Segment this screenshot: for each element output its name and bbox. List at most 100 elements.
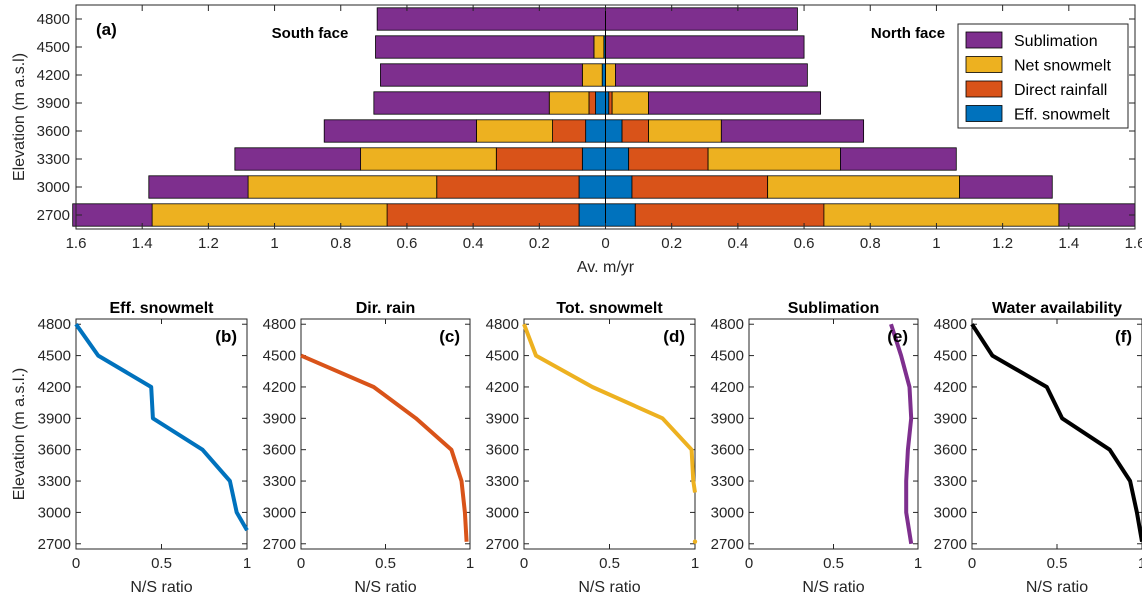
y-tick-label-e: 3900 <box>711 410 744 427</box>
x-tick-label-a: 0 <box>601 235 609 252</box>
x-tick-label-a: 1.2 <box>198 235 219 252</box>
y-tick-label-c: 4800 <box>263 316 296 333</box>
x-tick-label-e: 0.5 <box>823 555 844 572</box>
bar-north-net_snowmelt-3900 <box>611 91 649 115</box>
y-tick-label-d: 3000 <box>486 504 519 521</box>
x-axis-label-f: N/S ratio <box>1026 579 1088 596</box>
x-tick-label-a: 1 <box>932 235 940 252</box>
y-tick-label-c: 3900 <box>263 410 296 427</box>
x-tick-label-a: 0.8 <box>860 235 881 252</box>
y-tick-label-d: 3600 <box>486 442 519 459</box>
bar-north-sublimation-4200 <box>615 63 808 87</box>
south-face-label: South face <box>272 25 349 42</box>
line-series-f <box>970 323 1142 543</box>
y-tick-label-d: 4200 <box>486 379 519 396</box>
panel-label-d: (d) <box>663 327 685 346</box>
bar-north-net_snowmelt-4200 <box>605 63 616 87</box>
bar-south-eff_snowmelt-3000 <box>578 175 606 199</box>
x-tick-label-f: 0 <box>968 555 976 572</box>
y-tick-label-f: 3600 <box>934 442 967 459</box>
y-tick-label-d: 3300 <box>486 473 519 490</box>
panel-title-d: Tot. snowmelt <box>556 300 663 317</box>
x-tick-label-a: 0.6 <box>794 235 815 252</box>
bar-north-direct_rainfall-2700 <box>634 203 825 227</box>
x-tick-label-a: 0.4 <box>463 235 484 252</box>
bar-south-eff_snowmelt-3900 <box>595 91 606 115</box>
y-tick-label-f: 2700 <box>934 536 967 553</box>
y-tick-label-f: 3300 <box>934 473 967 490</box>
y-tick-label-b: 3900 <box>38 410 71 427</box>
legend-label-eff_snowmelt: Eff. snowmelt <box>1014 107 1110 124</box>
axes-box-b <box>75 318 248 550</box>
bar-north-sublimation-2700 <box>1058 203 1136 227</box>
bar-south-sublimation-4800 <box>376 7 606 31</box>
y-tick-label-f: 3000 <box>934 504 967 521</box>
y-tick-label-b: 3300 <box>38 473 71 490</box>
y-tick-label-a: 3600 <box>37 123 70 140</box>
bar-south-sublimation-3900 <box>373 91 550 115</box>
y-tick-label-b: 4800 <box>38 316 71 333</box>
bar-north-eff_snowmelt-3600 <box>605 119 623 143</box>
y-axis-label-a: Elevation (m a.s.l) <box>11 53 28 181</box>
y-tick-label-c: 3000 <box>263 504 296 521</box>
x-axis-label-d: N/S ratio <box>578 579 640 596</box>
line-series-c <box>300 353 469 542</box>
y-tick-label-a: 4200 <box>37 67 70 84</box>
panel-title-c: Dir. rain <box>356 300 416 317</box>
bar-north-net_snowmelt-3600 <box>648 119 722 143</box>
bar-south-net_snowmelt-3300 <box>360 147 497 171</box>
y-tick-label-d: 2700 <box>486 536 519 553</box>
x-axis-label-c: N/S ratio <box>354 579 416 596</box>
y-tick-label-c: 3300 <box>263 473 296 490</box>
legend-label-sublimation: Sublimation <box>1014 33 1098 50</box>
x-tick-label-a: 0.4 <box>727 235 748 252</box>
x-tick-label-a: 1 <box>270 235 278 252</box>
bar-south-net_snowmelt-3600 <box>476 119 553 143</box>
bar-south-direct_rainfall-2700 <box>386 203 580 227</box>
bar-south-net_snowmelt-4500 <box>593 35 605 59</box>
bar-north-net_snowmelt-3300 <box>707 147 841 171</box>
line-series-e <box>889 323 914 545</box>
axes-box-e <box>748 318 919 550</box>
bar-south-net_snowmelt-2700 <box>151 203 388 227</box>
bar-north-sublimation-3900 <box>648 91 822 115</box>
legend-label-net_snowmelt: Net snowmelt <box>1014 58 1111 75</box>
line-series-d <box>522 323 697 493</box>
y-tick-label-b: 2700 <box>38 536 71 553</box>
bar-north-direct_rainfall-3600 <box>621 119 649 143</box>
x-tick-label-b: 1 <box>243 555 251 572</box>
panel-title-e: Sublimation <box>788 300 880 317</box>
y-tick-label-e: 3600 <box>711 442 744 459</box>
x-tick-label-a: 1.2 <box>992 235 1013 252</box>
x-tick-label-c: 0 <box>297 555 305 572</box>
y-tick-label-c: 4500 <box>263 348 296 365</box>
y-tick-label-e: 2700 <box>711 536 744 553</box>
bar-south-sublimation-3000 <box>148 175 249 199</box>
x-tick-label-a: 0.8 <box>330 235 351 252</box>
bar-south-sublimation-3300 <box>234 147 362 171</box>
x-tick-label-a: 0.2 <box>661 235 682 252</box>
x-axis-label-e: N/S ratio <box>802 579 864 596</box>
bar-north-direct_rainfall-3300 <box>628 147 709 171</box>
x-tick-label-d: 0 <box>520 555 528 572</box>
panel-label-b: (b) <box>215 327 237 346</box>
y-tick-label-e: 4200 <box>711 379 744 396</box>
x-tick-label-f: 0.5 <box>1047 555 1068 572</box>
line-series-b <box>74 323 249 532</box>
bar-north-sublimation-4500 <box>605 35 805 59</box>
y-tick-label-f: 4500 <box>934 348 967 365</box>
y-tick-label-a: 3000 <box>37 179 70 196</box>
y-tick-label-a: 4500 <box>37 39 70 56</box>
panel-label-c: (c) <box>439 327 460 346</box>
bar-south-sublimation-4500 <box>375 35 595 59</box>
x-tick-label-a: 1.6 <box>1125 235 1142 252</box>
north-face-label: North face <box>871 25 945 42</box>
x-axis-label-b: N/S ratio <box>130 579 192 596</box>
bar-north-sublimation-4800 <box>605 7 798 31</box>
y-tick-label-d: 4800 <box>486 316 519 333</box>
bar-south-net_snowmelt-4200 <box>581 63 603 87</box>
panel-label-e: (e) <box>887 327 908 346</box>
panel-title-f: Water availability <box>992 300 1122 317</box>
axes-box-d <box>523 318 696 550</box>
